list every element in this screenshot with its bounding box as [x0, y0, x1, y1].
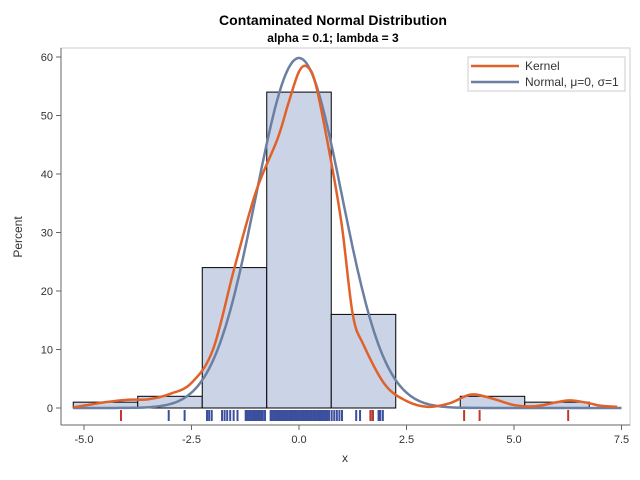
axes: -5.0 -2.5 0.0 2.5 5.0 7.5 0 10 20 30 40 50 60	[41, 48, 630, 446]
y-axis-label: Percent	[11, 216, 25, 258]
y-tick-label: 20	[41, 286, 53, 298]
x-tick-label: 5.0	[506, 434, 521, 446]
rug-plot	[119, 410, 570, 421]
y-tick-label: 0	[47, 403, 53, 415]
x-tick-label: 2.5	[399, 434, 414, 446]
x-tick-label: 0.0	[291, 434, 306, 446]
legend-label-kernel: Kernel	[525, 59, 560, 73]
y-tick-label: 10	[41, 345, 53, 357]
density-curves	[73, 56, 622, 410]
chart-title: Contaminated Normal Distribution	[219, 12, 447, 28]
x-tick-label: -2.5	[182, 434, 201, 446]
y-tick-label: 50	[41, 111, 53, 123]
y-tick-label: 30	[41, 228, 53, 240]
y-tick-label: 60	[41, 52, 53, 64]
normal-curve	[73, 56, 622, 410]
histogram-bar	[201, 267, 268, 409]
kernel-curve	[73, 64, 618, 409]
legend: Kernel Normal, μ=0, σ=1	[467, 56, 626, 92]
legend-label-normal: Normal, μ=0, σ=1	[525, 75, 619, 89]
chart-subtitle: alpha = 0.1; lambda = 3	[267, 31, 399, 45]
x-tick-label: 7.5	[614, 434, 629, 446]
x-axis-label: x	[342, 451, 348, 465]
y-tick-label: 40	[41, 169, 53, 181]
legend-box	[467, 56, 626, 92]
histogram-bar	[266, 91, 332, 409]
x-tick-label: -5.0	[75, 434, 94, 446]
